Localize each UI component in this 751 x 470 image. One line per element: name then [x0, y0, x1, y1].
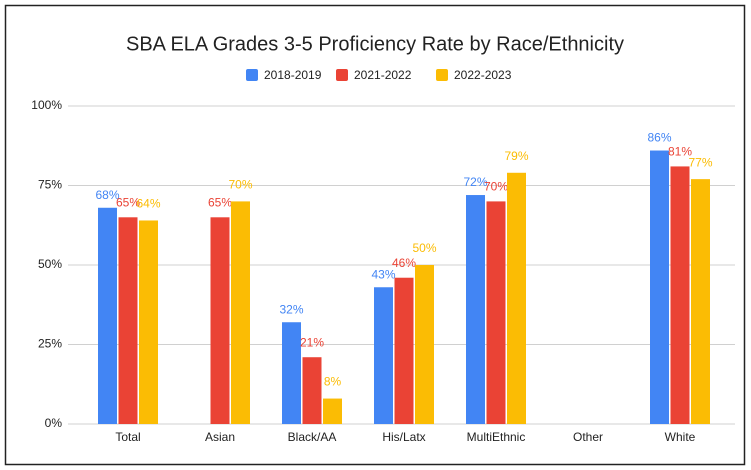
bar — [139, 220, 158, 424]
data-label: 72% — [463, 175, 487, 189]
data-label: 70% — [228, 178, 252, 192]
chart-title: SBA ELA Grades 3-5 Proficiency Rate by R… — [126, 33, 624, 55]
bar — [302, 357, 322, 424]
x-tick-label: His/Latx — [382, 430, 425, 444]
y-tick-label: 50% — [38, 257, 62, 271]
x-tick-label: White — [665, 430, 696, 444]
bar — [415, 265, 434, 424]
bar — [486, 201, 506, 424]
bar — [210, 217, 230, 424]
data-label: 21% — [300, 335, 324, 349]
bar — [507, 172, 526, 424]
data-label: 64% — [136, 197, 160, 211]
data-label: 65% — [116, 195, 140, 209]
data-label: 65% — [208, 195, 232, 209]
data-label: 68% — [95, 188, 119, 202]
data-label: 81% — [668, 145, 692, 159]
data-label: 70% — [484, 180, 508, 194]
data-label: 43% — [371, 267, 395, 281]
bar — [282, 322, 301, 424]
bar — [466, 195, 485, 424]
y-tick-label: 0% — [45, 416, 63, 430]
legend-label: 2022-2023 — [454, 68, 512, 82]
x-tick-label: Black/AA — [288, 430, 337, 444]
y-tick-label: 25% — [38, 337, 62, 351]
x-tick-label: Asian — [205, 430, 235, 444]
data-label: 77% — [688, 155, 712, 169]
y-tick-label: 75% — [38, 178, 62, 192]
legend-swatch — [246, 69, 258, 81]
data-label: 32% — [279, 302, 303, 316]
legend-swatch — [436, 69, 448, 81]
data-label: 50% — [412, 241, 436, 255]
x-tick-label: Other — [573, 430, 603, 444]
data-label: 86% — [647, 131, 671, 145]
bar — [374, 287, 393, 424]
bar — [98, 207, 117, 424]
y-tick-label: 100% — [31, 98, 62, 112]
bar — [691, 179, 710, 424]
data-label: 46% — [392, 256, 416, 270]
legend-label: 2021-2022 — [354, 68, 412, 82]
bar — [394, 277, 414, 424]
data-label: 79% — [504, 149, 528, 163]
legend-swatch — [336, 69, 348, 81]
legend-label: 2018-2019 — [264, 68, 322, 82]
bar — [323, 398, 342, 424]
bar — [650, 150, 669, 424]
x-tick-label: Total — [115, 430, 140, 444]
bar — [118, 217, 138, 424]
bar — [231, 201, 250, 424]
x-tick-label: MultiEthnic — [467, 430, 526, 444]
data-label: 8% — [324, 375, 342, 389]
bar — [670, 166, 690, 425]
